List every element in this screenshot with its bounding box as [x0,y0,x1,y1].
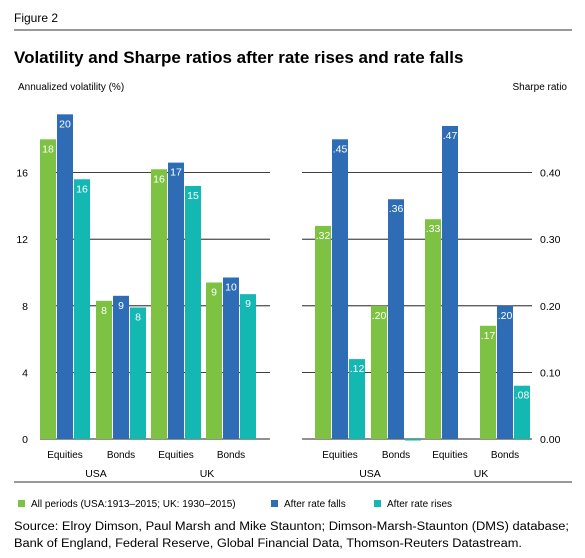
source-line-1: Source: Elroy Dimson, Paul Marsh and Mik… [14,521,569,533]
bar-data-label: .20 [372,310,387,322]
group-label: UK [200,468,215,480]
bar-uk-bonds-s2 [240,294,256,439]
bar-data-label: 15 [187,190,199,202]
bar-uk-bonds-s2 [514,385,530,439]
bar-usa-bonds-s0 [371,305,387,439]
bar-usa-equities-s1 [332,139,348,440]
bar-usa-bonds-s1 [388,199,404,439]
category-label: Equities [432,450,468,461]
bar-uk-bonds-s0 [480,325,496,439]
left-tick-label: 0 [22,434,28,446]
bar-data-label: 16 [153,173,165,185]
bar-data-label: 9 [211,286,217,298]
legend: All periods (USA:1913–2015; UK: 1930–201… [18,499,452,510]
bar-data-label: 8 [135,311,141,323]
bar-uk-bonds-s1 [497,305,513,439]
bar-usa-equities-s2 [349,359,365,439]
left-axis-label: Annualized volatility (%) [18,82,124,93]
legend-swatch-all-periods [18,500,25,507]
bar-usa-bonds-s2 [130,307,146,439]
legend-swatch-rate-falls [271,500,278,507]
bar-uk-bonds-s1 [223,277,239,439]
category-label: Bonds [382,450,410,461]
source-line-2: Bank of England, Federal Reserve, Global… [14,538,522,550]
bar-data-label: .33 [426,223,441,235]
legend-swatch-rate-rises [374,500,381,507]
bar-data-label: .17 [481,330,496,342]
category-label: Bonds [217,450,245,461]
bar-uk-bonds-s0 [206,282,222,439]
bar-data-label: .12 [350,363,365,375]
category-label: Equities [158,450,194,461]
group-label: UK [474,468,489,480]
bar-data-label: 8 [101,305,107,317]
bar-usa-bonds-s0 [96,300,112,439]
bar-usa-equities-s2 [74,179,90,439]
left-tick-label: 12 [16,234,28,246]
category-label: Equities [47,450,83,461]
bar-uk-equities-s1 [168,162,184,440]
group-label: USA [359,468,381,480]
bar-data-label: .08 [515,390,530,402]
legend-label-rate-rises: After rate rises [387,499,452,510]
right-tick-label: 0.10 [540,367,561,379]
bar-data-label: 20 [59,118,71,130]
bar-usa-equities-s0 [40,139,56,440]
bar-uk-equities-s0 [151,169,167,439]
category-label: Equities [322,450,358,461]
legend-label-all-periods: All periods (USA:1913–2015; UK: 1930–201… [31,499,236,510]
right-tick-label: 0.30 [540,234,561,246]
bar-data-label: 16 [76,183,88,195]
bar-data-label: .47 [443,130,458,142]
bar-data-label: .20 [498,310,513,322]
bar-data-label: 9 [245,298,251,310]
bar-uk-equities-s2 [185,185,201,439]
bar-uk-equities-s0 [425,219,441,439]
bar-data-label: 18 [42,143,54,155]
bar-usa-bonds-s2 [405,439,421,441]
figure-label: Figure 2 [14,11,58,25]
group-label: USA [85,468,107,480]
bar-data-label: .36 [389,203,404,215]
bar-data-label: .32 [316,230,331,242]
bar-uk-equities-s1 [442,125,458,439]
bar-data-label: .45 [333,143,348,155]
bar-data-label: 17 [170,167,182,179]
bar-usa-bonds-s1 [113,295,129,439]
left-tick-label: 16 [16,168,28,180]
left-tick-label: 8 [22,301,28,313]
right-tick-label: 0.40 [540,168,561,180]
category-label: Bonds [107,450,135,461]
bar-usa-equities-s1 [57,114,73,439]
left-tick-label: 4 [22,367,28,379]
chart-title: Volatility and Sharpe ratios after rate … [14,48,463,67]
bar-usa-equities-s0 [315,225,331,439]
right-tick-label: 0.20 [540,301,561,313]
bar-data-label: 10 [225,281,237,293]
tick-labels: 0 4 8 12 16 0.00 0.10 0.20 0.30 0.40 [16,168,560,446]
legend-label-rate-falls: After rate falls [284,499,346,510]
right-axis-label: Sharpe ratio [513,82,568,93]
right-tick-label: 0.00 [540,434,561,446]
category-label: Bonds [491,450,519,461]
bar-data-label: 9 [118,300,124,312]
